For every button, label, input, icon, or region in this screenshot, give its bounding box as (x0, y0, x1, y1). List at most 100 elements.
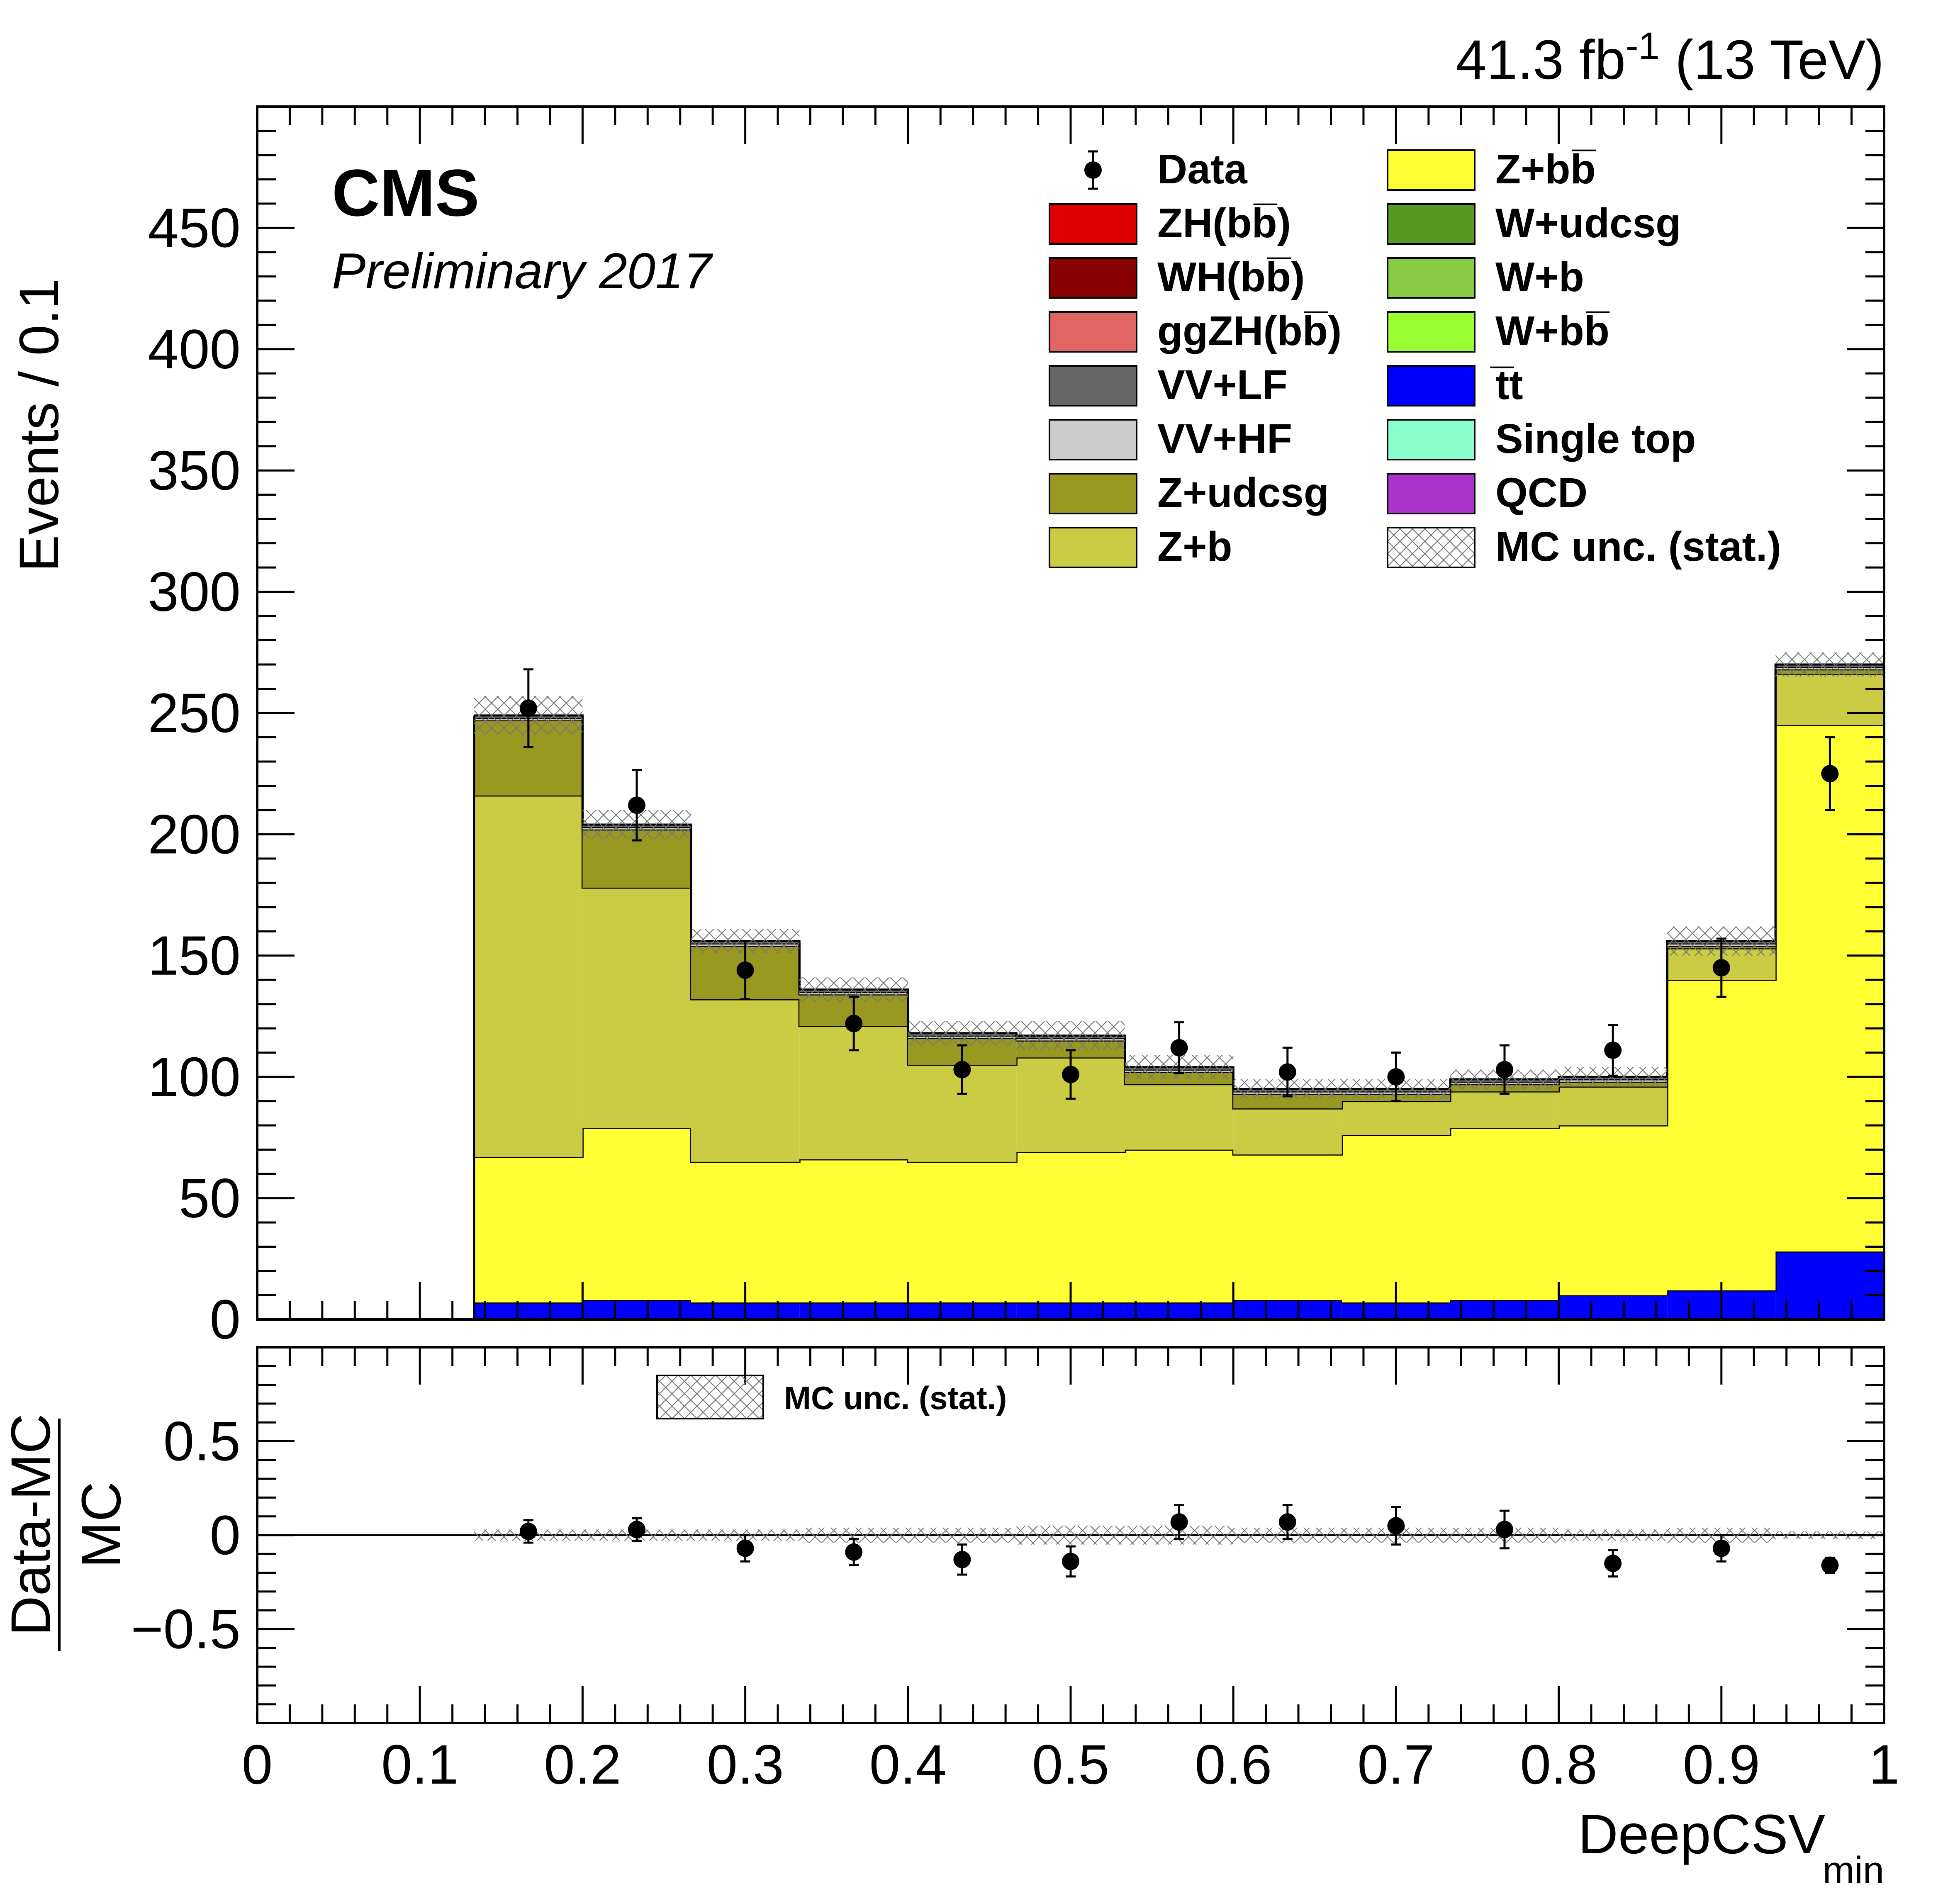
ratio-point-7 (1278, 1513, 1296, 1531)
ratio-y-axis-ticks: −0.5 0 0.5 (131, 1365, 1884, 1706)
x-axis-ticks: 0 0.1 0.2 0.3 0.4 0.5 0.6 0.7 0.8 0.9 1 (242, 1347, 1900, 1796)
stack-bar-2-8 (1342, 1101, 1451, 1135)
y-axis-label: Events / 0.1 (8, 278, 70, 572)
stack-bar-1-12 (1775, 725, 1884, 1252)
data-point-12 (1821, 765, 1839, 783)
y-tick-label: 50 (179, 1168, 241, 1229)
ratio-y-axis-label: Data-MC MC (0, 1414, 132, 1651)
stack-bar-0-6 (1125, 1302, 1234, 1319)
legend-label: t̅t (1490, 362, 1523, 408)
data-point-6 (1170, 1039, 1188, 1057)
legend-swatch-1-3 (1387, 311, 1475, 353)
ratio-legend-label: MC unc. (stat.) (784, 1380, 1007, 1416)
legend-label: MC unc. (stat.) (1495, 523, 1781, 570)
data-point-0 (519, 699, 537, 717)
stack-bar-0-4 (908, 1302, 1017, 1319)
legend-label: Data (1157, 146, 1248, 192)
data-point-5 (1062, 1066, 1079, 1083)
ratio-unc-box-10 (1558, 1529, 1668, 1541)
legend-swatch-0-2 (1049, 257, 1137, 299)
stack-bar-1-11 (1667, 980, 1776, 1290)
legend-swatch-1-1 (1387, 203, 1475, 245)
ratio-legend-hatch (656, 1375, 764, 1419)
legend-label: W+b (1495, 254, 1584, 300)
stack-bar-1-5 (1016, 1152, 1125, 1303)
data-point-7 (1278, 1063, 1296, 1081)
y-tick-label: 0 (209, 1289, 241, 1351)
x-tick-label: 0.8 (1520, 1734, 1597, 1796)
stack-bar-0-1 (582, 1300, 691, 1319)
y-tick-label: 300 (148, 561, 241, 623)
data-point-8 (1387, 1068, 1405, 1086)
y-axis-ticks: 0 50 100 150 200 250 300 350 400 450 (148, 129, 1884, 1351)
legend-swatch-1-4 (1387, 365, 1475, 406)
stack-bar-1-0 (474, 1157, 583, 1303)
y-tick-label: 350 (148, 440, 241, 501)
legend-data-marker (1084, 161, 1102, 179)
experiment-label: CMS (332, 156, 480, 230)
ratio-point-0 (519, 1522, 537, 1540)
ratio-point-2 (736, 1539, 754, 1557)
data-point-2 (736, 961, 754, 979)
ratio-point-3 (845, 1543, 863, 1561)
legend-swatch-1-5 (1387, 419, 1475, 460)
data-point-3 (845, 1015, 863, 1032)
legend-swatch-1-2 (1387, 257, 1475, 299)
y-tick-label: 400 (148, 319, 241, 380)
ratio-y-label-denominator: MC (71, 1482, 132, 1568)
ratio-unc-box-4 (908, 1527, 1017, 1543)
legend-swatch-0-3 (1049, 311, 1137, 353)
data-point-9 (1495, 1061, 1513, 1078)
legend-swatch-1-0 (1387, 149, 1475, 191)
ratio-point-12 (1821, 1556, 1839, 1574)
stack-bar-0-0 (474, 1302, 583, 1319)
x-tick-label: 1 (1869, 1734, 1900, 1796)
stack-bar-2-6 (1125, 1084, 1234, 1150)
legend-label: Single top (1495, 416, 1696, 462)
legend: Data ZH(bb̅) WH(bb̅) ggZH(bb̅) VV+LF VV+HF Z+u… (1049, 146, 1781, 570)
x-axis-ticks-upper (256, 107, 1885, 1319)
lumi-label: 41.3 fb-1 (13 TeV) (1456, 25, 1884, 91)
y-tick-label: 450 (148, 197, 241, 259)
stack-bar-0-9 (1450, 1300, 1559, 1319)
stacked-histogram (473, 663, 1885, 1319)
x-tick-label: 0.4 (869, 1734, 947, 1796)
stack-bar-1-4 (908, 1161, 1017, 1303)
legend-swatch-1-6 (1387, 473, 1475, 514)
mc-unc-box-5 (1016, 1021, 1125, 1050)
stack-bar-2-7 (1233, 1108, 1342, 1155)
ratio-panel: −0.5 0 0.5 0 0.1 0.2 0.3 0.4 0.5 0.6 0.7 0.8 0.9 1 M… (131, 1346, 1900, 1796)
ratio-point-1 (628, 1521, 646, 1538)
main-panel: 0 50 100 150 200 250 300 350 400 450 Data ZH(bb̅) W… (148, 105, 1885, 1351)
legend-swatch-0-6 (1049, 473, 1137, 514)
data-point-10 (1604, 1041, 1622, 1059)
x-tick-label: 0.9 (1683, 1734, 1760, 1796)
mc-unc-box-4 (908, 1021, 1017, 1046)
x-tick-label: 0.7 (1357, 1734, 1434, 1796)
stack-bar-2-9 (1450, 1091, 1559, 1128)
x-axis-label-sub: min (1823, 1849, 1884, 1891)
legend-label: VV+HF (1157, 416, 1292, 462)
legend-label: Z+b (1157, 523, 1232, 570)
ratio-point-10 (1604, 1554, 1622, 1572)
data-point-11 (1712, 959, 1730, 977)
stack-bar-1-6 (1125, 1149, 1234, 1303)
legend-swatch-0-1 (1049, 203, 1137, 245)
x-axis-label: DeepCSV (1578, 1804, 1825, 1865)
ratio-point-5 (1062, 1553, 1079, 1570)
stack-bar-0-3 (799, 1302, 908, 1319)
stack-bar-1-9 (1450, 1128, 1559, 1300)
x-tick-label: 0.1 (381, 1734, 458, 1796)
ratio-unc-box-5 (1016, 1526, 1125, 1545)
ratio-point-9 (1495, 1521, 1513, 1538)
x-tick-label: 0.5 (1032, 1734, 1109, 1796)
x-tick-label: 0.3 (706, 1734, 784, 1796)
stack-bar-2-12 (1775, 674, 1884, 725)
legend-label: Z+udcsg (1157, 470, 1329, 516)
ratio-point-6 (1170, 1513, 1188, 1531)
legend-label: VV+LF (1157, 362, 1288, 408)
y-tick-label: 150 (148, 925, 241, 987)
ratio-point-4 (953, 1550, 971, 1568)
stack-bar-1-3 (799, 1159, 908, 1303)
